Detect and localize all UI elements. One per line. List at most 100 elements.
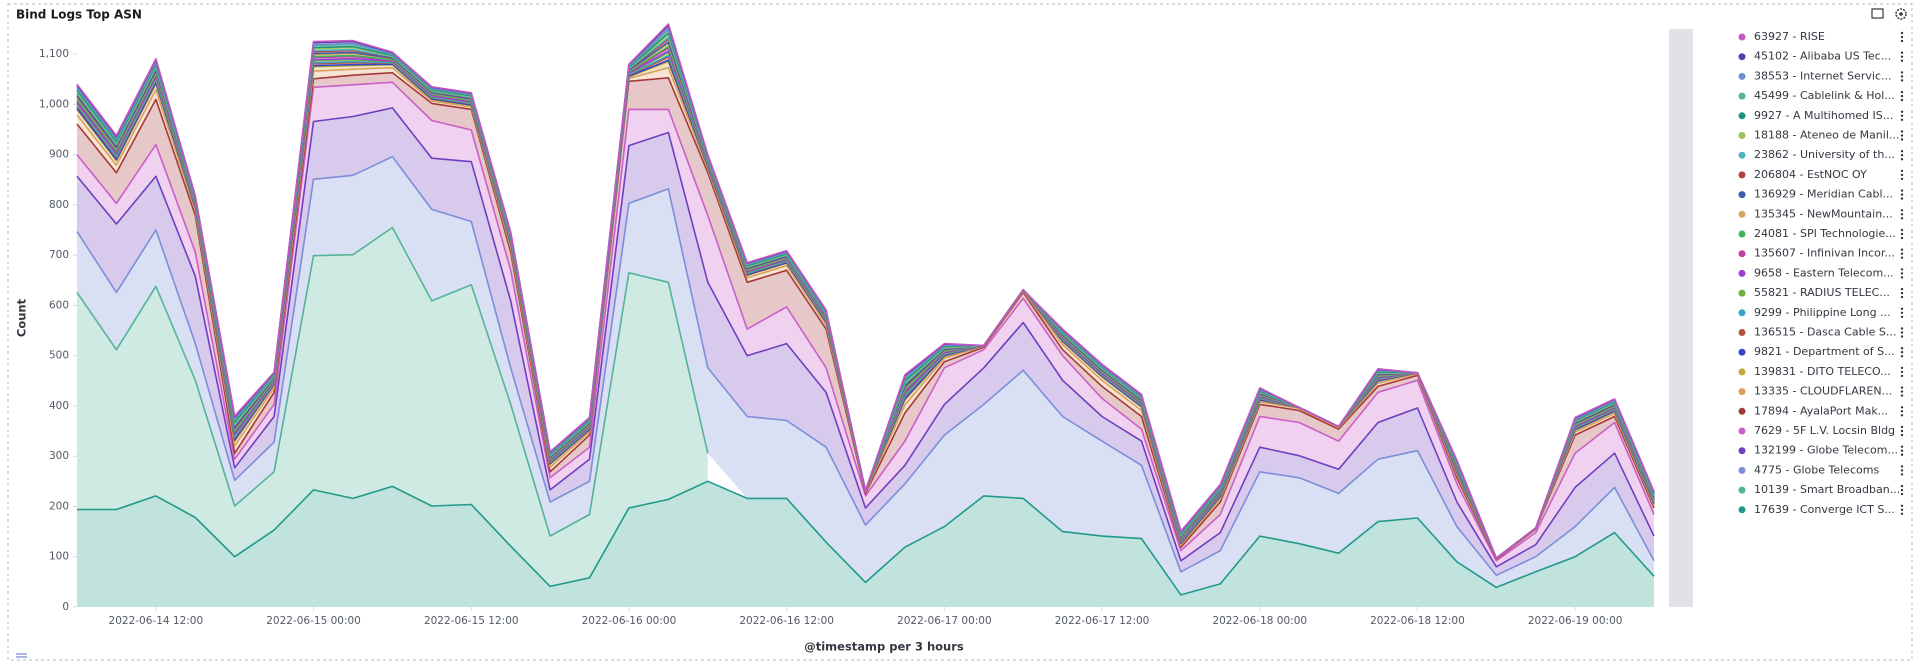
legend-menu-dot bbox=[1900, 406, 1904, 409]
legend-menu-dot bbox=[1900, 512, 1904, 515]
legend-menu-dot bbox=[1900, 347, 1904, 350]
legend-item[interactable]: 45102 - Alibaba US Tec... bbox=[1738, 50, 1904, 63]
line bbox=[77, 480, 1655, 596]
legend-item[interactable]: 136929 - Meridian Cabl... bbox=[1738, 188, 1904, 201]
panel-icons[interactable] bbox=[1871, 8, 1907, 20]
legend-item[interactable]: 4775 - Globe Telecoms bbox=[1738, 463, 1904, 476]
legend-item[interactable]: 135607 - Infinivan Incor... bbox=[1738, 247, 1904, 260]
y-tick-label: 400 bbox=[49, 400, 69, 412]
legend-label: 136929 - Meridian Cabl... bbox=[1754, 188, 1893, 201]
legend-item[interactable]: 9927 - A Multihomed IS... bbox=[1738, 109, 1904, 122]
chart-title: Bind Logs Top ASN bbox=[16, 8, 142, 22]
legend-label: 9299 - Philippine Long ... bbox=[1754, 306, 1891, 319]
legend-item[interactable]: 7629 - 5F L.V. Locsin Bldg bbox=[1738, 424, 1904, 437]
legend-menu-dot bbox=[1900, 114, 1904, 118]
legend-menu-dot bbox=[1900, 429, 1904, 433]
line bbox=[76, 226, 709, 537]
legend-item[interactable]: 17894 - AyalaPort Mak... bbox=[1738, 404, 1904, 417]
legend-item[interactable]: 38553 - Internet Servic... bbox=[1738, 69, 1904, 82]
legend-dot bbox=[1738, 407, 1746, 415]
legend-menu-dot bbox=[1900, 94, 1904, 98]
legend-dot bbox=[1738, 506, 1746, 514]
legend-dot bbox=[1738, 171, 1746, 179]
legend-menu-dot bbox=[1900, 236, 1904, 240]
legend-item[interactable]: 136515 - Dasca Cable S... bbox=[1738, 326, 1904, 339]
legend-item[interactable]: 63927 - RISE bbox=[1738, 30, 1904, 43]
legend-menu-dot bbox=[1900, 331, 1904, 334]
legend-item[interactable]: 23862 - University of th... bbox=[1738, 148, 1904, 161]
legend-item[interactable]: 18188 - Ateneo de Manil... bbox=[1738, 129, 1904, 142]
legend-menu-dot bbox=[1900, 39, 1904, 43]
legend-label: 139831 - DITO TELECO... bbox=[1754, 365, 1891, 378]
settings-icon-center bbox=[1899, 12, 1903, 16]
x-tick-label: 2022-06-15 12:00 bbox=[424, 615, 519, 627]
legend-item[interactable]: 9299 - Philippine Long ... bbox=[1738, 306, 1904, 319]
y-tick-label: 800 bbox=[49, 199, 69, 211]
x-tick-label: 2022-06-19 00:00 bbox=[1528, 615, 1623, 627]
legend-menu-dot bbox=[1900, 291, 1904, 295]
legend-item[interactable]: 17639 - Converge ICT S... bbox=[1738, 503, 1904, 516]
legend-dot bbox=[1738, 191, 1746, 199]
legend-label: 13335 - CLOUDFLAREN... bbox=[1754, 385, 1892, 398]
legend-item[interactable]: 9821 - Department of S... bbox=[1738, 345, 1904, 358]
legend-item[interactable]: 139831 - DITO TELECO... bbox=[1738, 365, 1904, 378]
panel-border bbox=[7, 3, 1913, 661]
legend-menu-dot bbox=[1900, 473, 1904, 476]
y-tick-label: 1,100 bbox=[39, 48, 69, 60]
legend-item[interactable]: 135345 - NewMountain... bbox=[1738, 207, 1904, 220]
legend-item[interactable]: 45499 - Cablelink & Hol... bbox=[1738, 89, 1904, 102]
legend-menu-dot bbox=[1900, 410, 1904, 413]
legend-dot bbox=[1738, 309, 1746, 317]
legend-item[interactable]: 132199 - Globe Telecom... bbox=[1738, 444, 1904, 457]
legend-item[interactable]: 24081 - SPI Technologie... bbox=[1738, 227, 1904, 240]
x-tick-label: 2022-06-16 00:00 bbox=[582, 615, 677, 627]
legend-item[interactable]: 13335 - CLOUDFLAREN... bbox=[1738, 385, 1904, 398]
legend-toggle[interactable] bbox=[16, 653, 27, 658]
legend-label: 135607 - Infinivan Incor... bbox=[1754, 247, 1895, 260]
legend-menu-dot bbox=[1900, 90, 1904, 94]
folder-icon[interactable] bbox=[1871, 8, 1884, 19]
legend-menu-dot bbox=[1900, 311, 1904, 314]
lines bbox=[76, 23, 1655, 596]
legend-item[interactable]: 9658 - Eastern Telecom... bbox=[1738, 266, 1904, 279]
legend-menu-dot bbox=[1900, 355, 1904, 358]
legend-menu-dot bbox=[1900, 488, 1904, 492]
area bbox=[77, 107, 1654, 576]
y-tick-label: 200 bbox=[49, 500, 69, 512]
area bbox=[77, 481, 1654, 607]
x-tick-label: 2022-06-16 12:00 bbox=[739, 615, 834, 627]
legend-menu-dot bbox=[1900, 327, 1904, 330]
legend-menu-dot bbox=[1900, 256, 1904, 259]
legend-label: 9927 - A Multihomed IS... bbox=[1754, 109, 1893, 122]
legend-label: 17894 - AyalaPort Mak... bbox=[1754, 404, 1888, 417]
legend-menu-dot bbox=[1900, 307, 1904, 310]
legend-menu-dot bbox=[1900, 287, 1904, 291]
y-tick-label: 600 bbox=[49, 299, 69, 311]
legend-label: 45102 - Alibaba US Tec... bbox=[1754, 50, 1891, 63]
legend-menu-dot bbox=[1900, 75, 1904, 78]
legend-dot bbox=[1738, 289, 1746, 297]
legend-item[interactable]: 55821 - RADIUS TELEC... bbox=[1738, 286, 1904, 299]
legend-dot bbox=[1738, 348, 1746, 356]
y-tick-label: 300 bbox=[49, 450, 69, 462]
legend-dot bbox=[1738, 486, 1746, 494]
legend-menu-dot bbox=[1900, 268, 1904, 271]
legend-menu-dot bbox=[1900, 276, 1904, 279]
legend-item[interactable]: 10139 - Smart Broadban... bbox=[1738, 483, 1904, 496]
legend-label: 38553 - Internet Servic... bbox=[1754, 69, 1892, 82]
legend-menu-dot bbox=[1900, 130, 1904, 133]
settings-icon[interactable] bbox=[1895, 8, 1907, 20]
legend-item[interactable]: 206804 - EstNOC OY bbox=[1738, 168, 1904, 181]
legend-menu-dot bbox=[1900, 394, 1904, 397]
legend-dot bbox=[1738, 132, 1746, 139]
x-axis-title: @timestamp per 3 hours bbox=[804, 640, 964, 654]
line bbox=[76, 71, 1655, 561]
legend-menu-dot bbox=[1900, 390, 1904, 393]
legend-menu-dot bbox=[1900, 295, 1904, 299]
legend-menu-dot bbox=[1900, 374, 1904, 378]
y-tick-label: 900 bbox=[49, 149, 69, 161]
line bbox=[76, 23, 1655, 559]
legend-dot bbox=[1738, 250, 1746, 258]
